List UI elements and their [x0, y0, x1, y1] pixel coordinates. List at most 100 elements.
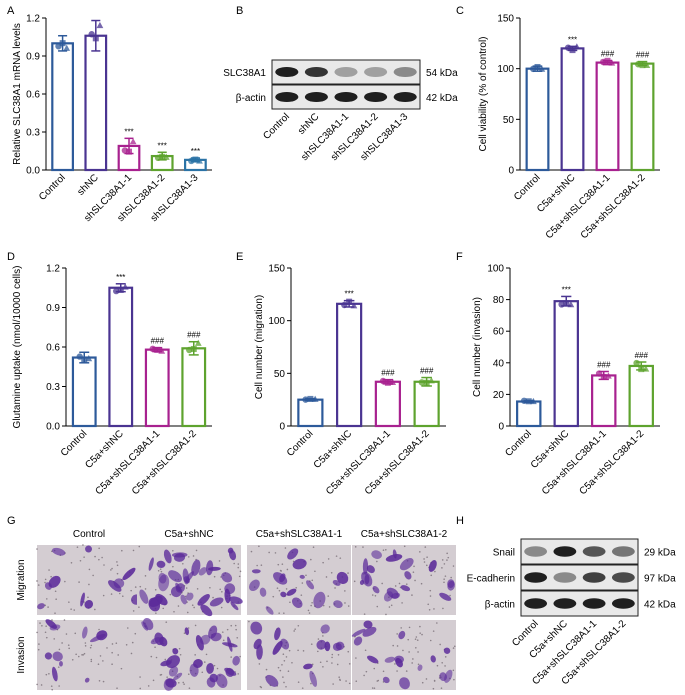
pore [239, 570, 242, 573]
stained-cell [45, 619, 57, 629]
pore [405, 583, 408, 585]
micro-column-label: C5a+shSLC38A1-1 [256, 529, 343, 540]
pore [311, 601, 313, 604]
pore [426, 556, 428, 558]
pore [396, 670, 398, 672]
pore [164, 658, 167, 661]
blot-band [524, 598, 548, 609]
pore [177, 605, 180, 607]
y-axis-label: Glutamine uptake (nmol/10000 cells) [12, 266, 23, 429]
pore [177, 681, 180, 684]
pore [132, 549, 135, 552]
blot-band [524, 546, 548, 557]
bar [297, 398, 324, 428]
pore [103, 564, 105, 566]
pore [54, 612, 56, 614]
pore [429, 639, 432, 642]
data-point [192, 156, 199, 163]
blot-row-label: Snail [493, 548, 515, 559]
bar [144, 348, 170, 428]
pore [345, 680, 347, 682]
y-tick-label: 50 [503, 115, 515, 126]
data-point [59, 40, 66, 47]
x-tick-label: Control [37, 172, 68, 203]
pore [444, 656, 447, 658]
stained-cell [316, 639, 327, 650]
data-point [121, 283, 129, 290]
x-tick-label: C5a+shSLC38A1-1 [93, 428, 162, 497]
pore [55, 598, 57, 601]
pore [441, 567, 443, 569]
pore [381, 582, 383, 585]
significance-label: ### [601, 50, 615, 59]
x-tick-label: Control [512, 172, 543, 203]
pore [353, 580, 356, 583]
data-point [162, 153, 170, 160]
pore [394, 585, 397, 587]
pore [192, 555, 195, 557]
pore [37, 648, 40, 651]
stained-cell [443, 647, 451, 654]
micro-column-label: C5a+shSLC38A1-2 [361, 529, 448, 540]
significance-label: ### [636, 51, 650, 60]
pore [355, 680, 358, 682]
y-tick-label: 1.2 [46, 264, 60, 275]
pore [165, 621, 168, 623]
pore [428, 608, 431, 611]
stained-cell [417, 664, 423, 671]
pore [116, 687, 118, 689]
pore [402, 649, 404, 652]
chart-E: 0 50 100 150 Cell number (migration) Control *… [254, 264, 446, 497]
stained-cell [222, 642, 238, 648]
significance-label: ### [187, 331, 201, 340]
stained-cell [249, 579, 260, 592]
pore [322, 604, 325, 607]
stained-cell [313, 591, 326, 609]
pore [84, 645, 87, 647]
pore [90, 644, 93, 647]
pore [285, 685, 287, 688]
pore [317, 638, 320, 640]
data-point [389, 378, 397, 385]
y-tick-label: 100 [497, 64, 514, 75]
pore [282, 653, 285, 655]
pore [327, 558, 330, 560]
pore [187, 673, 190, 676]
pore [291, 661, 293, 664]
pore [179, 653, 182, 656]
x-tick-label: C5a+shSLC38A1-2 [363, 428, 432, 497]
significance-label: ### [420, 367, 434, 376]
pore [90, 658, 93, 661]
pore [452, 565, 455, 567]
pore [281, 563, 284, 565]
y-tick-label: 0.0 [26, 166, 40, 177]
stained-cell [362, 558, 369, 575]
pore [182, 562, 184, 565]
data-point [129, 138, 137, 145]
pore [441, 661, 443, 664]
pore [430, 574, 433, 577]
stained-cell [48, 575, 61, 588]
panel-letter-D: D [7, 251, 15, 263]
stained-cell [333, 600, 343, 609]
pore [126, 627, 129, 629]
data-point [341, 301, 348, 309]
pore [65, 633, 68, 635]
western-blot-H: Snail 29 kDa E-cadherin 97 kDa β-actin 42 kDa… [467, 538, 676, 687]
pore [144, 575, 147, 577]
pore [36, 580, 38, 582]
pore [53, 638, 56, 640]
pore [414, 579, 416, 582]
pore [220, 606, 223, 609]
data-point [350, 302, 358, 309]
stained-cell [364, 574, 370, 585]
significance-label: *** [191, 147, 200, 156]
stained-cell [113, 578, 125, 589]
pore [159, 568, 162, 570]
x-tick-label: C5a+shSLC38A1-2 [579, 172, 648, 241]
bar [71, 356, 97, 428]
pore [36, 548, 38, 550]
data-point [600, 373, 607, 380]
pore [419, 632, 421, 634]
stained-cell [395, 657, 403, 668]
